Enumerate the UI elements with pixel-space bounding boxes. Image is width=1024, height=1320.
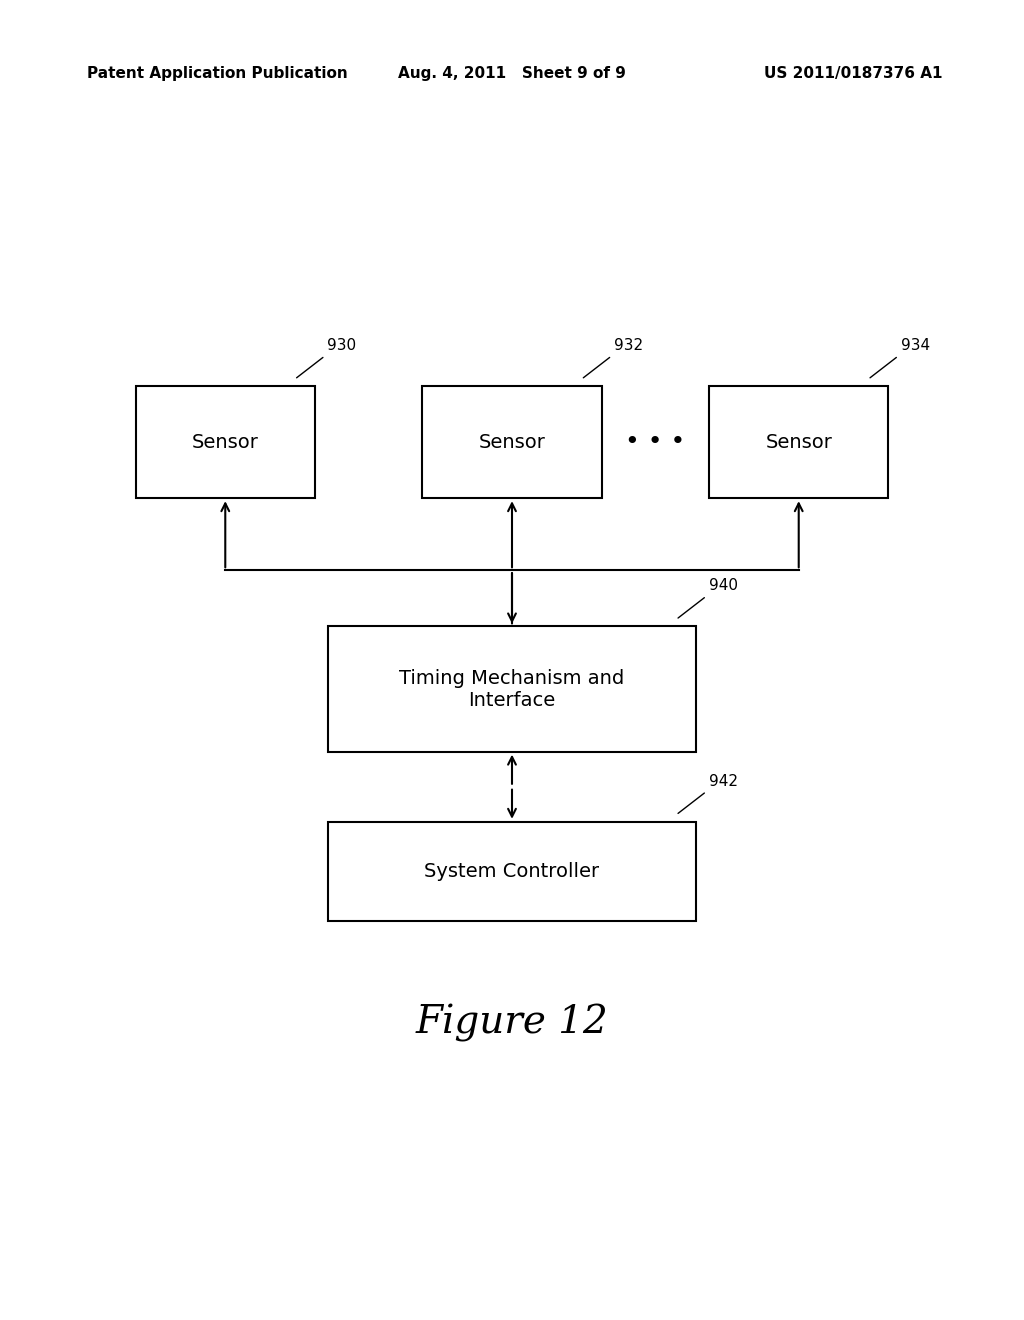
Text: 930: 930 [328, 338, 356, 352]
Text: US 2011/0187376 A1: US 2011/0187376 A1 [764, 66, 942, 82]
FancyBboxPatch shape [328, 627, 696, 752]
Text: System Controller: System Controller [424, 862, 600, 880]
Text: 934: 934 [901, 338, 930, 352]
FancyBboxPatch shape [135, 385, 315, 498]
Text: • • •: • • • [626, 430, 685, 454]
Text: Patent Application Publication: Patent Application Publication [87, 66, 348, 82]
Text: Figure 12: Figure 12 [416, 1005, 608, 1041]
FancyBboxPatch shape [709, 385, 888, 498]
Text: Sensor: Sensor [478, 433, 546, 451]
Text: 940: 940 [709, 578, 737, 594]
Text: Aug. 4, 2011   Sheet 9 of 9: Aug. 4, 2011 Sheet 9 of 9 [398, 66, 626, 82]
Text: Timing Mechanism and
Interface: Timing Mechanism and Interface [399, 668, 625, 710]
Text: Sensor: Sensor [191, 433, 259, 451]
Text: 932: 932 [614, 338, 643, 352]
Text: Sensor: Sensor [765, 433, 833, 451]
FancyBboxPatch shape [328, 821, 696, 921]
Text: 942: 942 [709, 774, 737, 788]
FancyBboxPatch shape [422, 385, 601, 498]
